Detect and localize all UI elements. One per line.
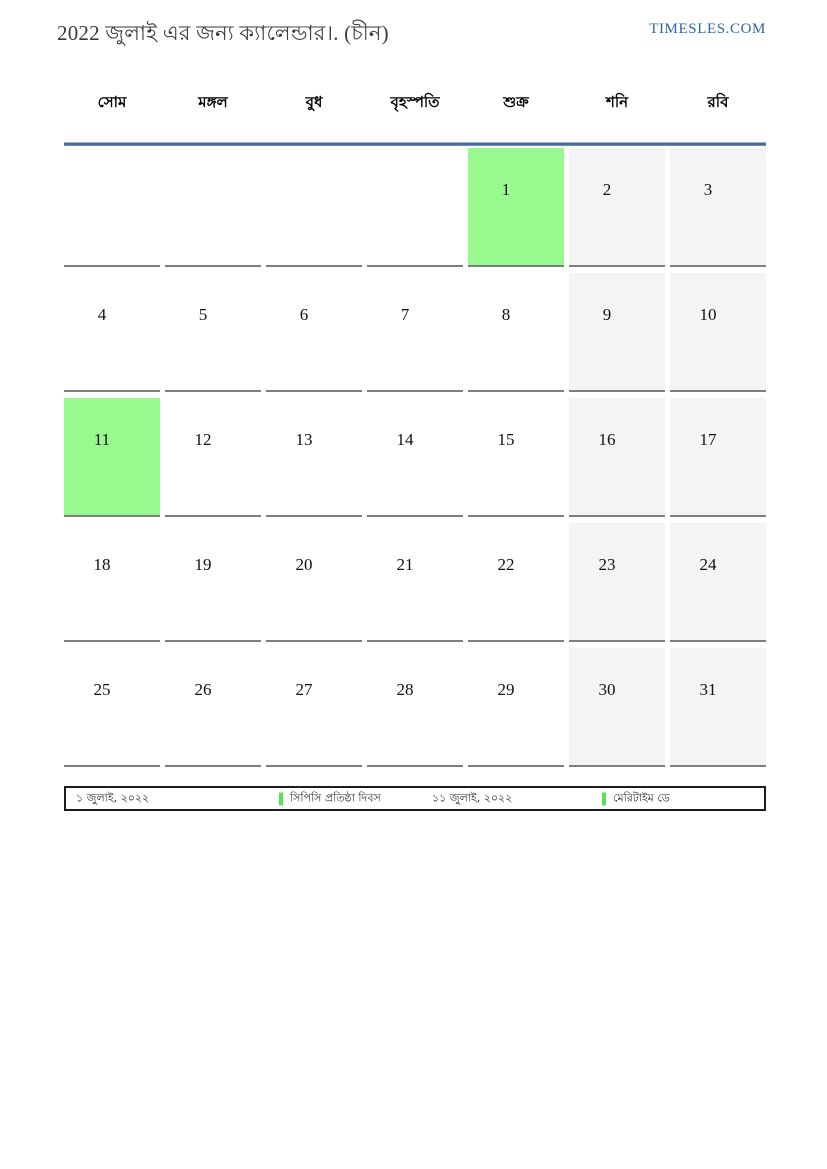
weekday-header-thu: বৃহস্পতি [390,92,440,111]
empty-cell [165,148,261,267]
calendar: সোম মঙ্গল বুধ বৃহস্পতি শুক্র শনি রবি 1 2… [64,85,766,767]
weekday-header-mon: সোম [97,92,127,111]
holiday-swatch-icon [279,792,283,805]
page-header: 2022 জুলাই এর জন্য ক্যালেন্ডার।. (চীন) T… [57,17,766,52]
weekday-header-fri: শুক্র [503,92,529,111]
day-cell: 8 [468,273,564,392]
legend-date-2: ১১ জুলাই, ২০২২ [432,791,513,804]
day-cell: 6 [266,273,362,392]
day-cell: 25 [64,648,160,767]
day-cell: 15 [468,398,564,517]
day-cell: 12 [165,398,261,517]
legend-bar: ১ জুলাই, ২০২২ সিপিসি প্রতিষ্ঠা দিবস ১১ জ… [64,786,766,811]
day-cell: 24 [670,523,766,642]
weekday-header-wed: বুধ [305,92,323,111]
day-cell-holiday: 1 [468,148,564,267]
day-cell: 14 [367,398,463,517]
legend-label-2: মেরিটাইম ডে [613,791,670,804]
header-divider-line [64,142,766,146]
page-title: 2022 জুলাই এর জন্য ক্যালেন্ডার।. (চীন) [57,21,389,45]
day-cell: 30 [569,648,665,767]
day-cell: 7 [367,273,463,392]
day-cell: 21 [367,523,463,642]
day-cell: 18 [64,523,160,642]
empty-cell [367,148,463,267]
site-logo-link[interactable]: TIMESLES.COM [649,21,766,37]
day-cell: 20 [266,523,362,642]
day-cell: 19 [165,523,261,642]
day-cell: 22 [468,523,564,642]
day-cell: 9 [569,273,665,392]
day-cell-holiday: 11 [64,398,160,517]
calendar-grid: 1 2 3 4 5 6 7 8 9 10 11 12 13 14 15 16 1… [64,148,766,767]
weekday-header-row: সোম মঙ্গল বুধ বৃহস্পতি শুক্র শনি রবি [64,85,766,121]
day-cell: 29 [468,648,564,767]
day-cell: 27 [266,648,362,767]
day-cell: 31 [670,648,766,767]
empty-cell [266,148,362,267]
legend-label-1: সিপিসি প্রতিষ্ঠা দিবস [290,791,381,804]
day-cell: 23 [569,523,665,642]
legend-item-1: সিপিসি প্রতিষ্ঠা দিবস [279,789,381,808]
weekday-header-sat: শনি [605,92,629,111]
holiday-swatch-icon [602,792,606,805]
legend-item-2: মেরিটাইম ডে [602,789,670,808]
legend-date-1: ১ জুলাই, ২০২২ [76,791,150,804]
day-cell: 28 [367,648,463,767]
day-cell: 13 [266,398,362,517]
day-cell: 26 [165,648,261,767]
weekday-header-tue: মঙ্গল [198,92,228,111]
day-cell: 16 [569,398,665,517]
day-cell: 4 [64,273,160,392]
empty-cell [64,148,160,267]
day-cell: 2 [569,148,665,267]
day-cell: 3 [670,148,766,267]
weekday-header-sun: রবি [707,92,729,111]
day-cell: 5 [165,273,261,392]
day-cell: 17 [670,398,766,517]
day-cell: 10 [670,273,766,392]
